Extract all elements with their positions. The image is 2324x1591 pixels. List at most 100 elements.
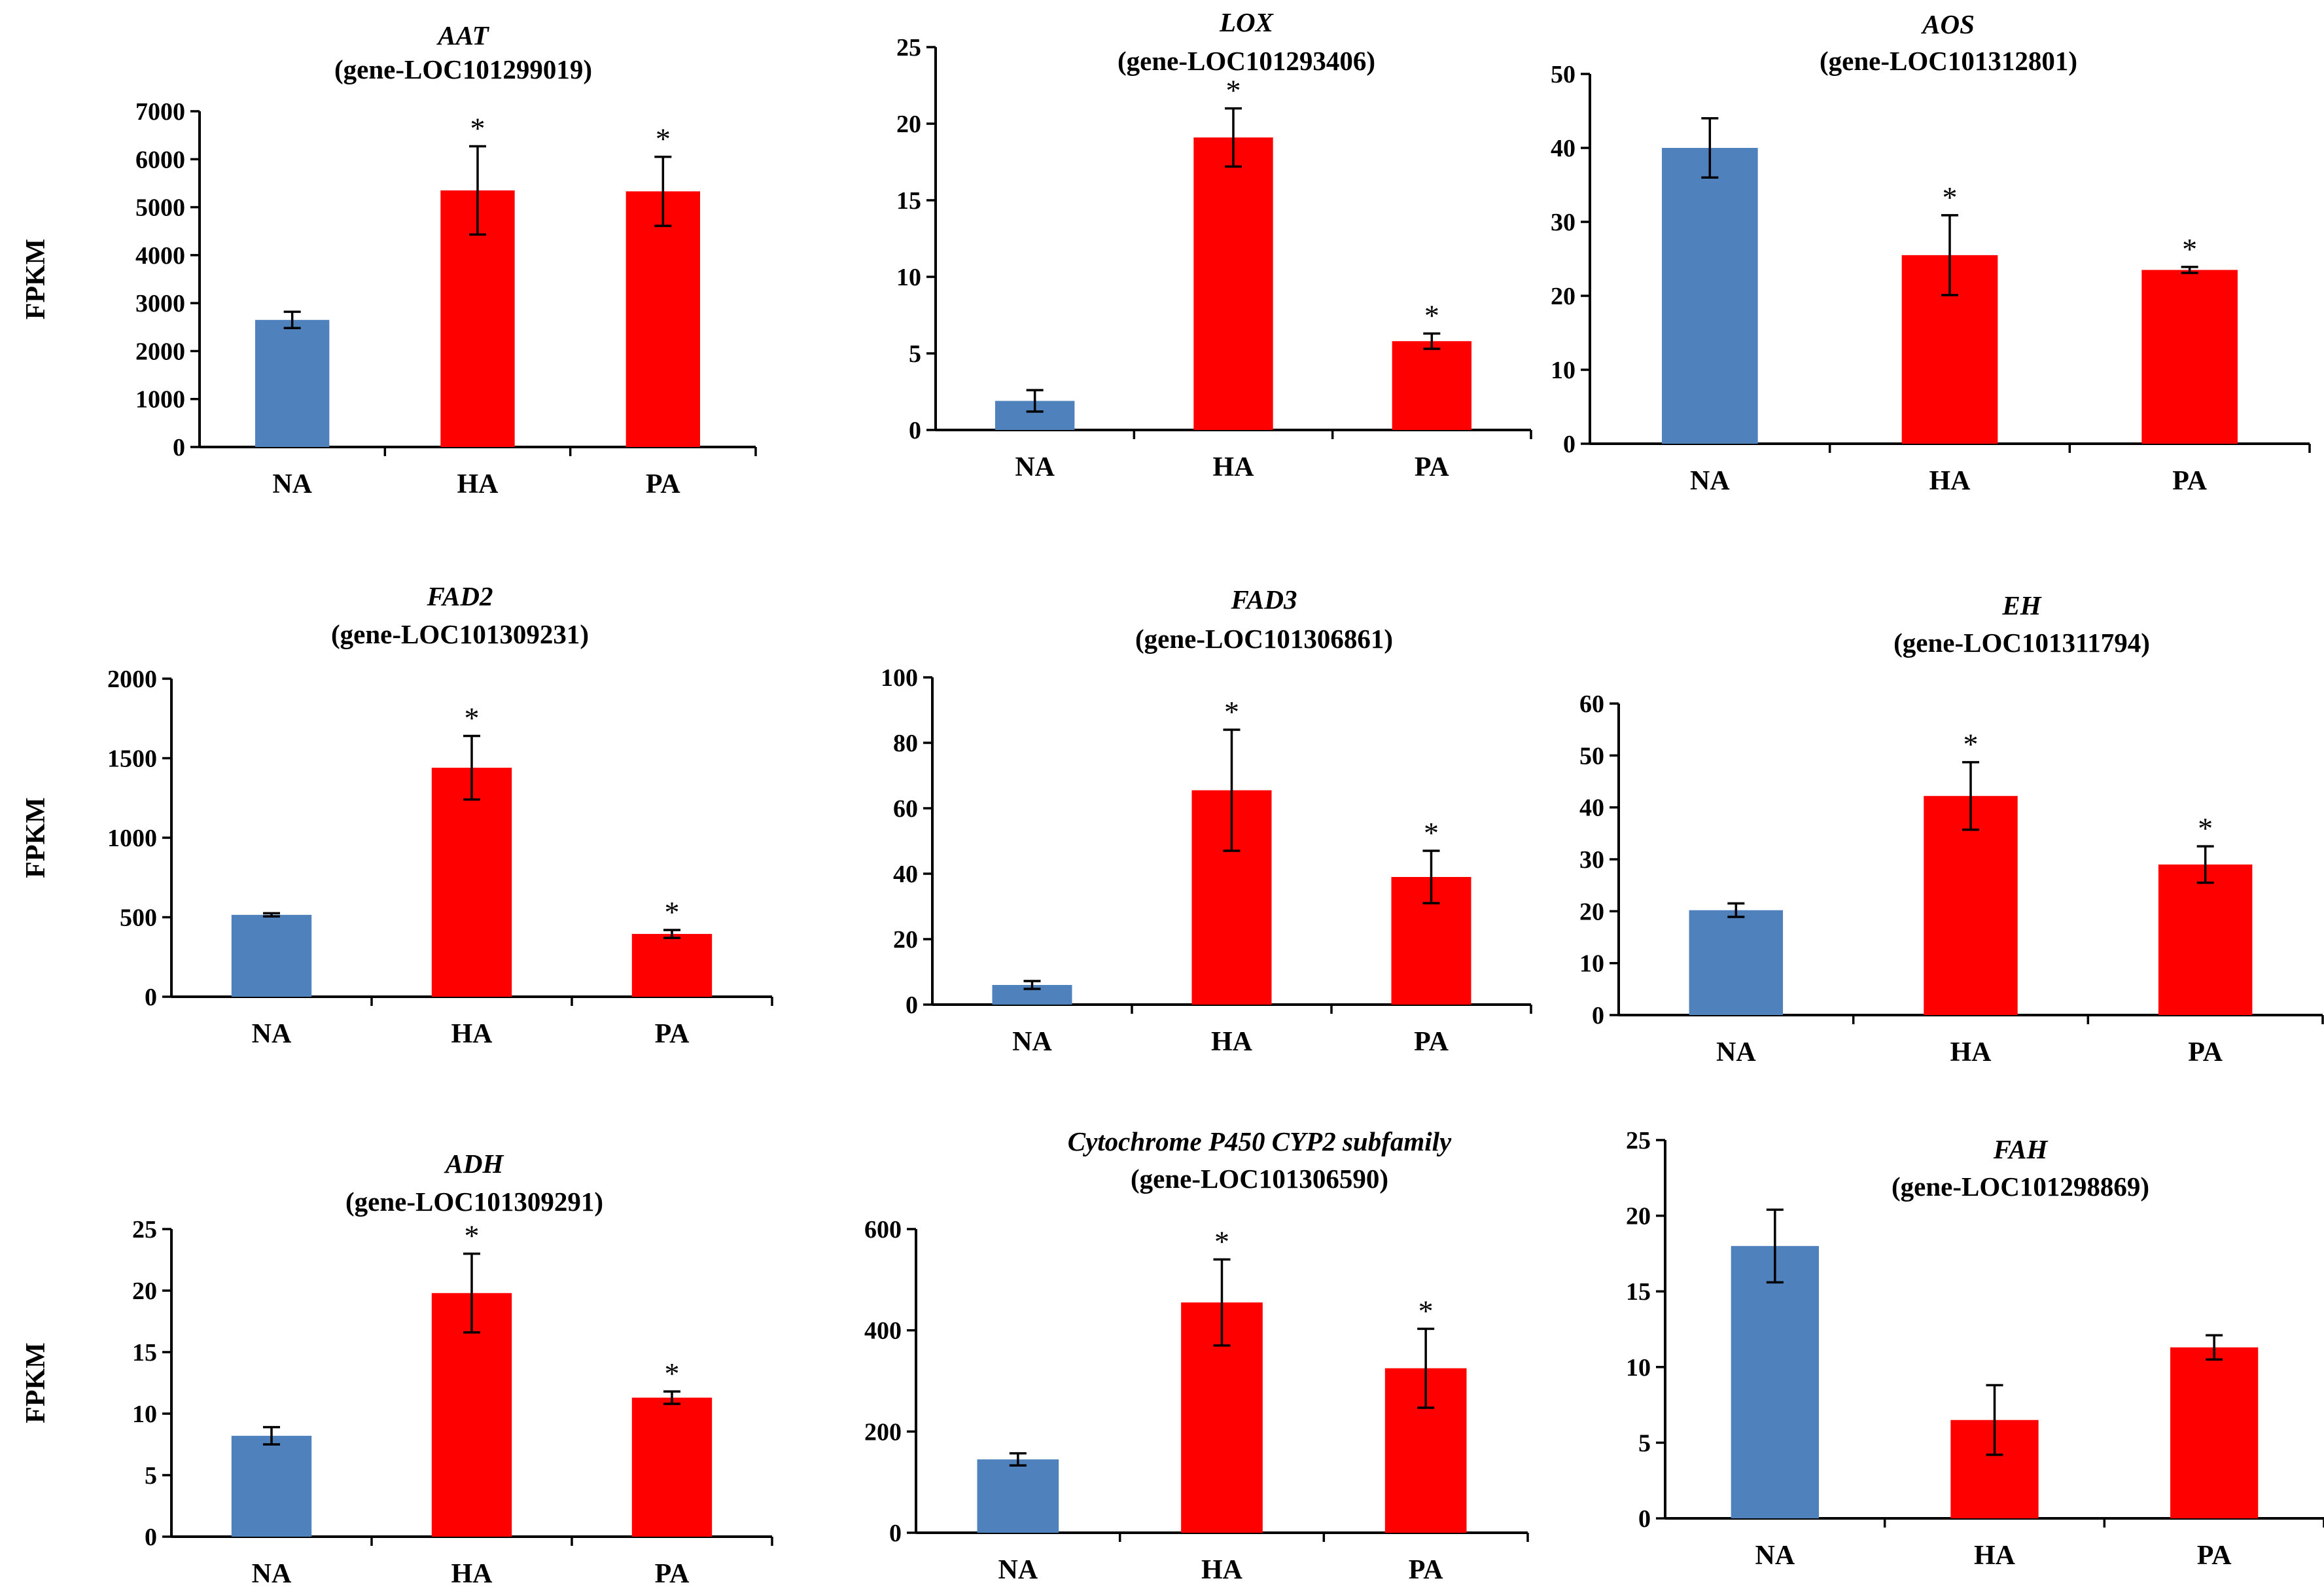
y-tick-label: 1000 [107, 825, 157, 852]
y-tick-label: 0 [889, 1520, 902, 1547]
bar-pa [2170, 1347, 2259, 1518]
y-tick-label: 0 [145, 1524, 157, 1551]
y-tick-label: 0 [145, 984, 157, 1011]
bar-na [1689, 910, 1784, 1015]
x-category-label: HA [451, 1019, 493, 1049]
x-category-label: NA [1012, 1027, 1052, 1057]
chart-title: FAD2 [426, 581, 493, 611]
x-category-label: NA [272, 469, 312, 499]
bar-na [231, 1435, 312, 1537]
y-tick-label: 20 [1551, 283, 1576, 310]
significance-marker: * [665, 1357, 680, 1390]
y-tick-label: 7000 [135, 98, 185, 126]
significance-marker: * [665, 895, 680, 929]
bar-pa [2158, 864, 2253, 1015]
y-tick-label: 30 [1579, 846, 1604, 874]
significance-marker: * [2182, 232, 2197, 266]
y-tick-label: 10 [132, 1401, 157, 1428]
y-tick-label: 6000 [135, 146, 185, 173]
x-category-label: HA [1929, 466, 1971, 496]
y-tick-label: 0 [1638, 1505, 1651, 1533]
y-tick-label: 15 [1626, 1278, 1651, 1306]
bar-ha [1193, 137, 1273, 430]
y-tick-label: 10 [1626, 1354, 1651, 1382]
chart-subtitle: (gene-LOC101299019) [334, 54, 592, 84]
bar-ha [431, 1293, 512, 1537]
y-tick-label: 5 [1638, 1429, 1651, 1457]
bar-ha [431, 768, 512, 997]
chart-title: ADH [444, 1149, 504, 1179]
chart-subtitle: (gene-LOC101298869) [1892, 1171, 2149, 1202]
y-tick-label: 600 [864, 1216, 902, 1243]
bar-pa [631, 934, 713, 997]
x-category-label: HA [451, 1559, 493, 1589]
y-tick-label: 200 [864, 1418, 902, 1446]
y-tick-label: 0 [173, 434, 185, 461]
chart-subtitle: (gene-LOC101293406) [1118, 46, 1375, 76]
bar-pa [631, 1397, 713, 1537]
chart-subtitle: (gene-LOC101312801) [1820, 46, 2077, 76]
y-tick-label: 40 [893, 861, 918, 888]
y-tick-label: 20 [132, 1278, 157, 1305]
significance-marker: * [465, 1219, 480, 1253]
x-category-label: HA [457, 469, 499, 499]
y-tick-label: 15 [132, 1339, 157, 1367]
y-tick-label: 20 [893, 926, 918, 954]
x-category-label: HA [1213, 452, 1255, 482]
y-axis-label: FPKM [21, 1342, 51, 1423]
significance-marker: * [465, 701, 480, 734]
chart-title: LOX [1219, 7, 1275, 37]
significance-marker: * [656, 122, 671, 156]
y-tick-label: 2000 [107, 666, 157, 693]
x-category-label: PA [1414, 1027, 1449, 1057]
significance-marker: * [2198, 812, 2213, 845]
chart-title: FAH [1993, 1134, 2049, 1164]
chart-title: AAT [436, 20, 489, 50]
significance-marker: * [1214, 1225, 1229, 1258]
y-tick-label: 2000 [135, 338, 185, 365]
y-tick-label: 60 [1579, 690, 1604, 718]
x-category-label: NA [1755, 1541, 1795, 1571]
significance-marker: * [1424, 299, 1439, 332]
y-tick-label: 1500 [107, 745, 157, 773]
y-tick-label: 1000 [135, 386, 185, 414]
y-tick-label: 5 [145, 1462, 157, 1490]
chart-title: EH [2001, 590, 2041, 620]
y-tick-label: 10 [896, 264, 921, 291]
x-category-label: NA [1015, 452, 1055, 482]
y-tick-label: 5 [909, 340, 921, 368]
x-category-label: NA [252, 1559, 292, 1589]
x-category-label: HA [1950, 1037, 1992, 1067]
y-tick-label: 30 [1551, 209, 1576, 236]
y-tick-label: 60 [893, 795, 918, 823]
y-tick-label: 100 [881, 664, 918, 692]
chart-subtitle: (gene-LOC101309231) [331, 619, 589, 649]
significance-marker: * [470, 111, 485, 145]
y-tick-label: 25 [132, 1216, 157, 1243]
y-tick-label: 50 [1551, 61, 1576, 88]
x-category-label: PA [646, 469, 681, 499]
bar-na [977, 1459, 1059, 1533]
x-category-label: HA [1974, 1541, 2016, 1571]
x-category-label: NA [1716, 1037, 1756, 1067]
bar-na [255, 319, 330, 447]
y-tick-label: 50 [1579, 742, 1604, 770]
y-tick-label: 25 [896, 34, 921, 62]
bar-na [1662, 148, 1758, 444]
bar-pa [1392, 341, 1471, 430]
x-category-label: PA [1409, 1555, 1444, 1585]
y-tick-label: 20 [1626, 1203, 1651, 1230]
x-category-label: PA [655, 1559, 690, 1589]
chart-title: AOS [1920, 9, 1975, 39]
x-category-label: NA [252, 1019, 292, 1049]
significance-marker: * [1224, 695, 1239, 728]
y-tick-label: 20 [1579, 898, 1604, 925]
y-tick-label: 3000 [135, 290, 185, 317]
y-tick-label: 15 [896, 187, 921, 215]
x-category-label: NA [1690, 466, 1730, 496]
y-tick-label: 25 [1626, 1127, 1651, 1154]
x-category-label: PA [2197, 1541, 2232, 1571]
x-category-label: PA [1415, 452, 1450, 482]
y-axis-label: FPKM [21, 239, 51, 320]
